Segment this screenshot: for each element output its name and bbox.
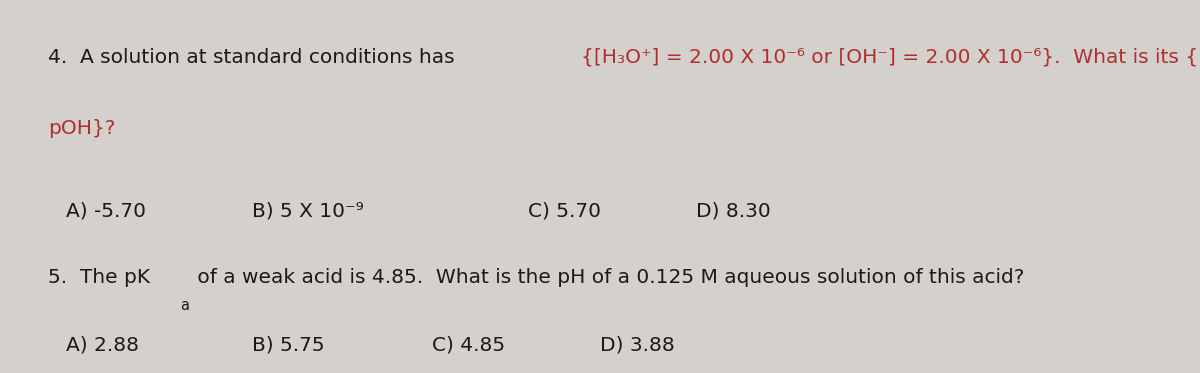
Text: a: a <box>180 298 188 313</box>
Text: A) -5.70: A) -5.70 <box>66 201 146 220</box>
Text: A) 2.88: A) 2.88 <box>66 336 139 355</box>
Text: C) 4.85: C) 4.85 <box>432 336 505 355</box>
Text: 5.  The pK: 5. The pK <box>48 269 150 288</box>
Text: D) 3.88: D) 3.88 <box>600 336 674 355</box>
Text: D) 8.30: D) 8.30 <box>696 201 770 220</box>
Text: pOH}?: pOH}? <box>48 119 115 138</box>
Text: 4.  A solution at standard conditions has: 4. A solution at standard conditions has <box>48 48 461 68</box>
Text: {[H₃O⁺] = 2.00 X 10⁻⁶ or [OH⁻] = 2.00 X 10⁻⁶}.  What is its {pH,: {[H₃O⁺] = 2.00 X 10⁻⁶ or [OH⁻] = 2.00 X … <box>581 48 1200 68</box>
Text: B) 5 X 10⁻⁹: B) 5 X 10⁻⁹ <box>252 201 364 220</box>
Text: C) 5.70: C) 5.70 <box>528 201 601 220</box>
Text: B) 5.75: B) 5.75 <box>252 336 325 355</box>
Text: of a weak acid is 4.85.  What is the pH of a 0.125 M aqueous solution of this ac: of a weak acid is 4.85. What is the pH o… <box>191 269 1025 288</box>
